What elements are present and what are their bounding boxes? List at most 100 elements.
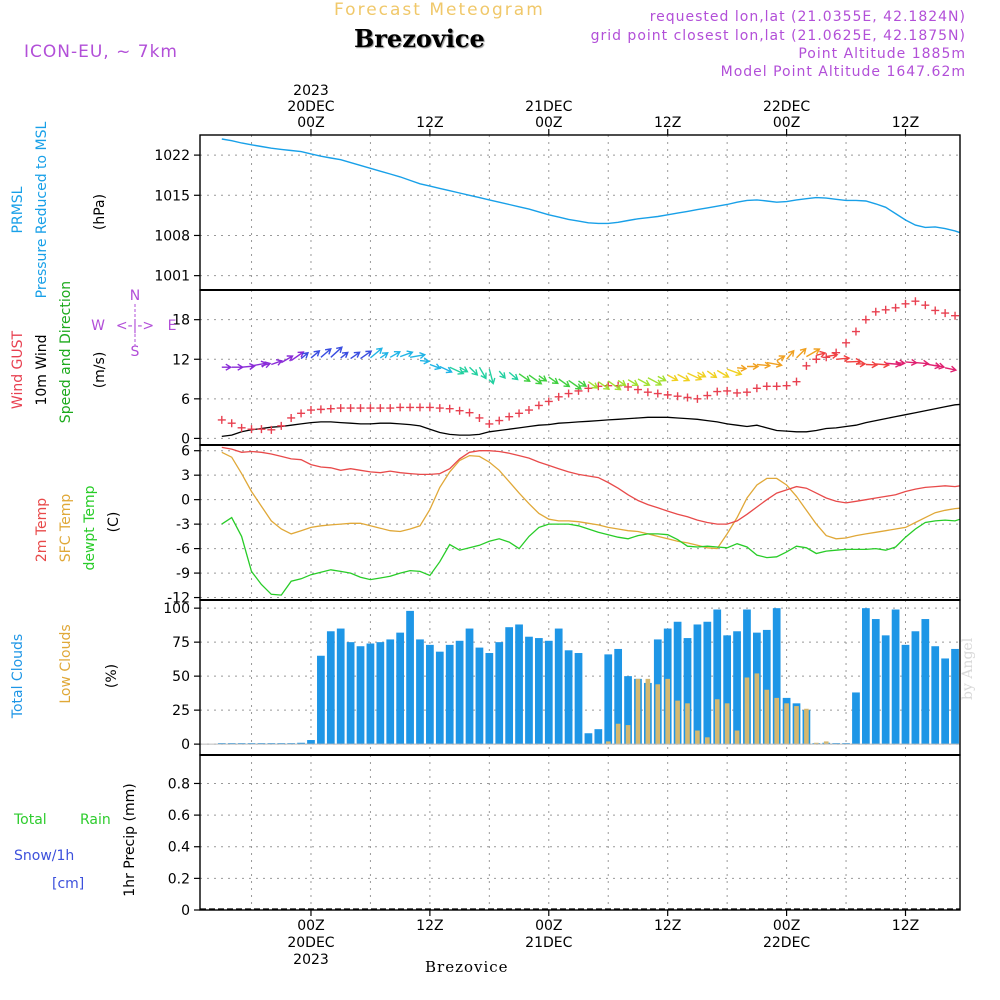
total-cloud-bar: [386, 639, 395, 745]
gust-marker: [247, 425, 256, 434]
total-cloud-bar: [485, 653, 494, 745]
gust-marker: [851, 327, 860, 336]
x-label-top: 2023: [293, 83, 329, 99]
gust-marker: [415, 403, 424, 412]
gust-marker: [752, 384, 761, 393]
y-tick-label: 100: [163, 601, 190, 617]
wind-direction-arrow: [459, 366, 469, 373]
x-label-top: 00Z: [297, 115, 324, 131]
total-clouds-label: Total Clouds: [10, 634, 26, 719]
wind-direction-arrow: [587, 381, 599, 389]
y-tick-label: 6: [181, 392, 190, 408]
low-cloud-bar: [784, 703, 789, 745]
wind-direction-arrow: [706, 370, 718, 379]
x-label-top: 12Z: [416, 115, 443, 131]
wind-direction-arrow: [856, 360, 867, 368]
wind-direction-arrow: [538, 375, 548, 382]
total-cloud-bar: [317, 655, 325, 745]
gust-marker: [673, 392, 682, 401]
low-cloud-bar: [724, 703, 730, 745]
gust-marker: [871, 307, 880, 316]
temp-unit-label: (C): [106, 512, 122, 533]
precip-bars: [200, 908, 960, 910]
gust-marker: [653, 389, 662, 398]
x-label-top: 21DEC: [525, 99, 572, 115]
wind-direction-arrow: [935, 362, 946, 370]
gust-marker: [495, 416, 504, 425]
gust-marker: [267, 425, 276, 434]
gust-marker: [891, 303, 900, 312]
gust-marker: [951, 311, 960, 320]
gust-marker: [554, 392, 563, 401]
low-cloud-bar: [992, 635, 997, 744]
compass-n: N: [130, 288, 140, 304]
y-tick-label: 50: [172, 669, 190, 685]
wind-direction-arrow: [419, 357, 431, 365]
low-cloud-bar: [734, 730, 740, 745]
wind-direction-arrow: [300, 351, 310, 360]
wind-direction-arrow: [776, 355, 786, 362]
wind-direction-arrow: [667, 374, 679, 382]
x-label-bottom: 22DEC: [763, 935, 810, 951]
pressure-unit-label: (hPa): [92, 194, 108, 230]
wind-direction-arrow: [647, 377, 663, 386]
x-label-top: 12Z: [892, 115, 919, 131]
total-cloud-bar: [614, 648, 623, 745]
wind-direction-arrow: [271, 359, 283, 366]
wind-direction-arrow: [340, 351, 349, 359]
total-cloud-bar: [693, 624, 702, 745]
gust-marker: [485, 419, 494, 428]
gust-marker: [455, 406, 464, 415]
wind-direction-arrow: [865, 361, 879, 369]
total-cloud-bar: [376, 642, 385, 745]
total-cloud-bar: [336, 628, 345, 745]
y-tick-label: 75: [172, 635, 190, 651]
panel-1: 1001 1008 1015 1022: [154, 135, 960, 290]
total-cloud-bar: [762, 629, 771, 745]
total-cloud-bar: [396, 632, 405, 745]
wind-direction-arrow: [231, 363, 245, 371]
gust-marker: [524, 406, 533, 415]
x-label-bottom: 00Z: [773, 918, 800, 934]
low-cloud-bar: [794, 706, 799, 745]
gust-marker: [782, 381, 791, 390]
wind-direction-arrow: [875, 361, 891, 369]
gust-marker: [861, 315, 870, 324]
total-cloud-bar: [981, 608, 989, 744]
wind-direction-arrow: [350, 351, 361, 360]
gust-marker: [475, 413, 484, 422]
panel-5: 0 0.2 0.4 0.6 0.8: [168, 755, 960, 919]
wind-direction-arrow: [221, 363, 233, 371]
gust-marker: [643, 388, 652, 397]
forecast-title: Forecast Meteogram: [334, 0, 545, 20]
t2m-label: 2m Temp: [34, 498, 50, 562]
y-tick-label: -3: [176, 517, 190, 533]
wind-direction-arrow: [806, 348, 821, 358]
footer-station: Brezovice: [425, 958, 509, 976]
gust-marker: [227, 419, 236, 428]
compass-e: E: [168, 318, 177, 334]
total-cloud-bar: [881, 635, 890, 745]
precip-unit-label: 1hr Precip (mm): [122, 783, 138, 896]
gust-marker: [981, 307, 989, 315]
total-cloud-bar: [554, 628, 563, 745]
low-cloud-bar: [695, 730, 700, 745]
total-cloud-bar: [743, 609, 751, 745]
gust-marker: [733, 388, 742, 397]
wind-direction-arrow: [399, 350, 414, 358]
wind-direction-arrow: [836, 354, 851, 363]
total-cloud-bar: [624, 676, 632, 745]
wind-direction-arrow: [439, 365, 453, 374]
wind-direction-arrow: [944, 365, 958, 373]
wind-direction-arrow: [330, 346, 343, 358]
gust-marker: [366, 404, 375, 413]
y-tick-label: 1001: [154, 269, 190, 285]
cloud-bars: [200, 608, 997, 745]
gust-marker: [505, 412, 514, 421]
low-cloud-bar: [744, 677, 750, 745]
gust-marker: [633, 385, 642, 394]
wind-direction-arrow: [627, 379, 639, 386]
gust-marker: [465, 408, 474, 417]
gust-marker: [792, 377, 801, 386]
low-clouds-label: Low Clouds: [58, 624, 74, 703]
